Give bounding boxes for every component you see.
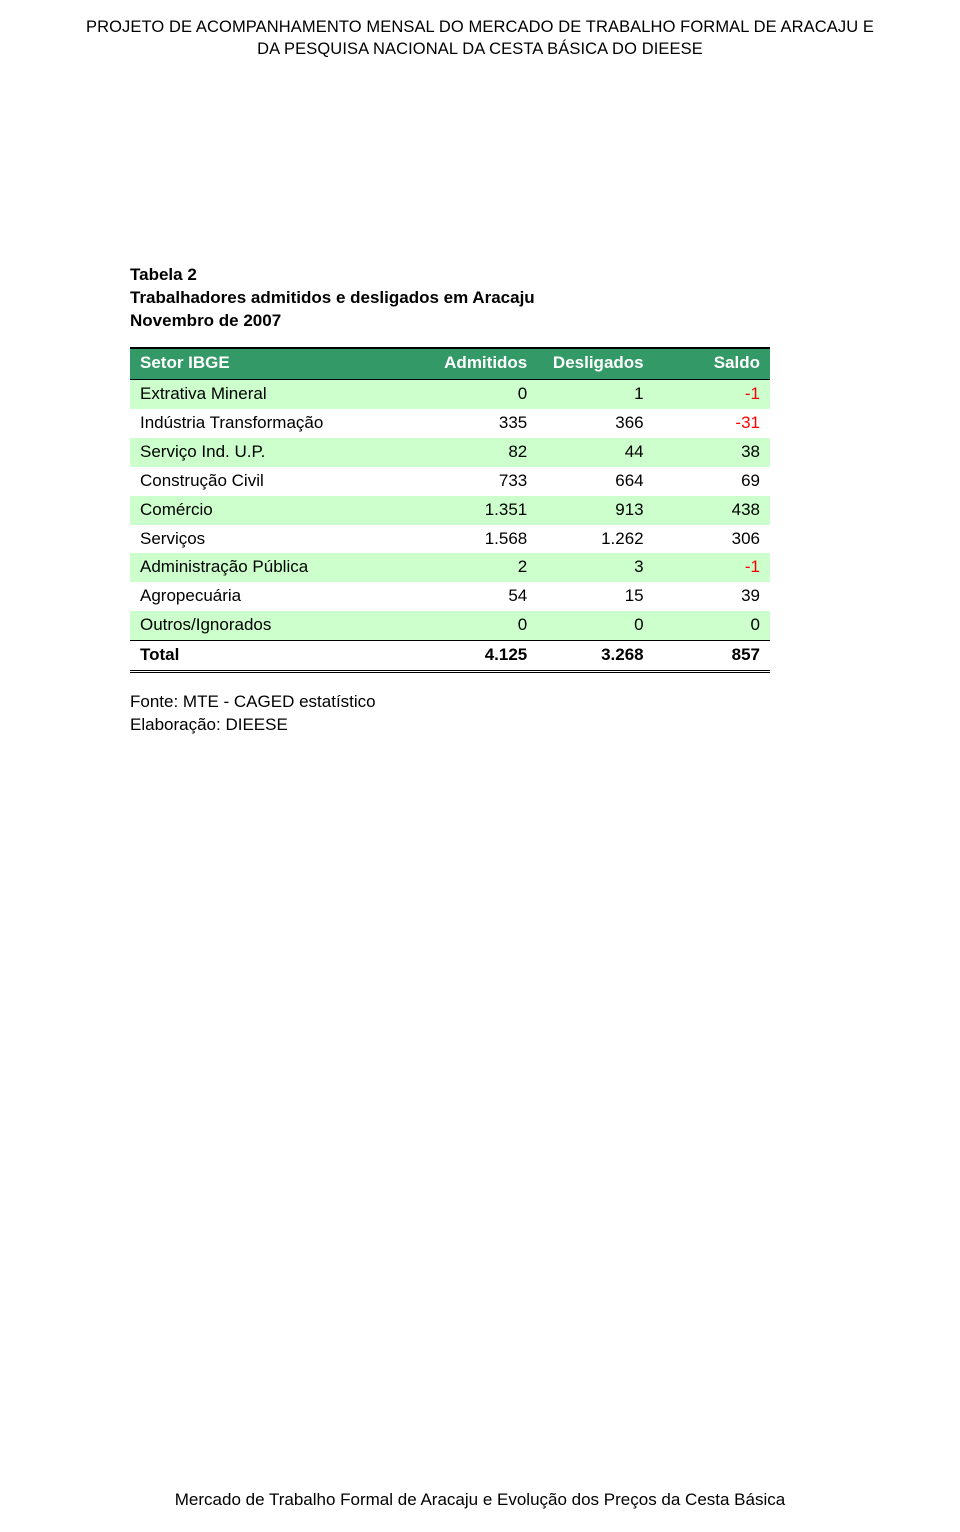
cell-desligados: 3 — [537, 553, 653, 582]
table-caption: Tabela 2 Trabalhadores admitidos e desli… — [130, 264, 830, 333]
cell-admitidos: 0 — [421, 379, 537, 408]
header-line-1: PROJETO DE ACOMPANHAMENTO MENSAL DO MERC… — [0, 16, 960, 38]
cell-desligados: 913 — [537, 496, 653, 525]
header-line-2: DA PESQUISA NACIONAL DA CESTA BÁSICA DO … — [0, 38, 960, 60]
cell-saldo: 0 — [654, 611, 770, 640]
total-cell-admitidos: 4.125 — [421, 641, 537, 672]
cell-desligados: 44 — [537, 438, 653, 467]
cell-label: Serviços — [130, 525, 421, 554]
cell-saldo: 38 — [654, 438, 770, 467]
col-header-desligados: Desligados — [537, 348, 653, 380]
table-row: Agropecuária541539 — [130, 582, 770, 611]
cell-desligados: 1.262 — [537, 525, 653, 554]
table-row: Serviços1.5681.262306 — [130, 525, 770, 554]
table-header-row: Setor IBGE Admitidos Desligados Saldo — [130, 348, 770, 380]
cell-saldo: 306 — [654, 525, 770, 554]
table-row: Comércio1.351913438 — [130, 496, 770, 525]
data-table: Setor IBGE Admitidos Desligados Saldo Ex… — [130, 347, 770, 673]
cell-admitidos: 82 — [421, 438, 537, 467]
source-block: Fonte: MTE - CAGED estatístico Elaboraçã… — [130, 691, 830, 737]
cell-desligados: 0 — [537, 611, 653, 640]
table-row: Extrativa Mineral01-1 — [130, 379, 770, 408]
cell-label: Comércio — [130, 496, 421, 525]
cell-admitidos: 54 — [421, 582, 537, 611]
table-row: Indústria Transformação335366-31 — [130, 409, 770, 438]
cell-desligados: 15 — [537, 582, 653, 611]
cell-label: Serviço Ind. U.P. — [130, 438, 421, 467]
cell-saldo: -1 — [654, 379, 770, 408]
table-body: Extrativa Mineral01-1Indústria Transform… — [130, 379, 770, 671]
table-row: Serviço Ind. U.P.824438 — [130, 438, 770, 467]
cell-label: Outros/Ignorados — [130, 611, 421, 640]
caption-line-2: Trabalhadores admitidos e desligados em … — [130, 287, 830, 310]
cell-desligados: 664 — [537, 467, 653, 496]
total-cell-desligados: 3.268 — [537, 641, 653, 672]
cell-label: Agropecuária — [130, 582, 421, 611]
cell-admitidos: 0 — [421, 611, 537, 640]
source-line-2: Elaboração: DIEESE — [130, 714, 830, 737]
col-header-saldo: Saldo — [654, 348, 770, 380]
cell-admitidos: 2 — [421, 553, 537, 582]
table-row: Construção Civil73366469 — [130, 467, 770, 496]
cell-desligados: 1 — [537, 379, 653, 408]
table-row: Outros/Ignorados000 — [130, 611, 770, 640]
table-total-row: Total4.1253.268857 — [130, 641, 770, 672]
cell-label: Indústria Transformação — [130, 409, 421, 438]
content-block: Tabela 2 Trabalhadores admitidos e desli… — [130, 264, 830, 737]
cell-saldo: 438 — [654, 496, 770, 525]
cell-saldo: 69 — [654, 467, 770, 496]
cell-admitidos: 1.351 — [421, 496, 537, 525]
cell-label: Construção Civil — [130, 467, 421, 496]
table-row: Administração Pública23-1 — [130, 553, 770, 582]
source-line-1: Fonte: MTE - CAGED estatístico — [130, 691, 830, 714]
page-footer: Mercado de Trabalho Formal de Aracaju e … — [0, 1490, 960, 1510]
page-header: PROJETO DE ACOMPANHAMENTO MENSAL DO MERC… — [0, 16, 960, 61]
caption-line-3: Novembro de 2007 — [130, 310, 830, 333]
cell-saldo: -1 — [654, 553, 770, 582]
cell-admitidos: 335 — [421, 409, 537, 438]
col-header-admitidos: Admitidos — [421, 348, 537, 380]
cell-saldo: -31 — [654, 409, 770, 438]
cell-label: Extrativa Mineral — [130, 379, 421, 408]
cell-admitidos: 733 — [421, 467, 537, 496]
cell-saldo: 39 — [654, 582, 770, 611]
cell-admitidos: 1.568 — [421, 525, 537, 554]
caption-line-1: Tabela 2 — [130, 264, 830, 287]
col-header-setor: Setor IBGE — [130, 348, 421, 380]
total-cell-saldo: 857 — [654, 641, 770, 672]
total-cell-label: Total — [130, 641, 421, 672]
cell-desligados: 366 — [537, 409, 653, 438]
cell-label: Administração Pública — [130, 553, 421, 582]
